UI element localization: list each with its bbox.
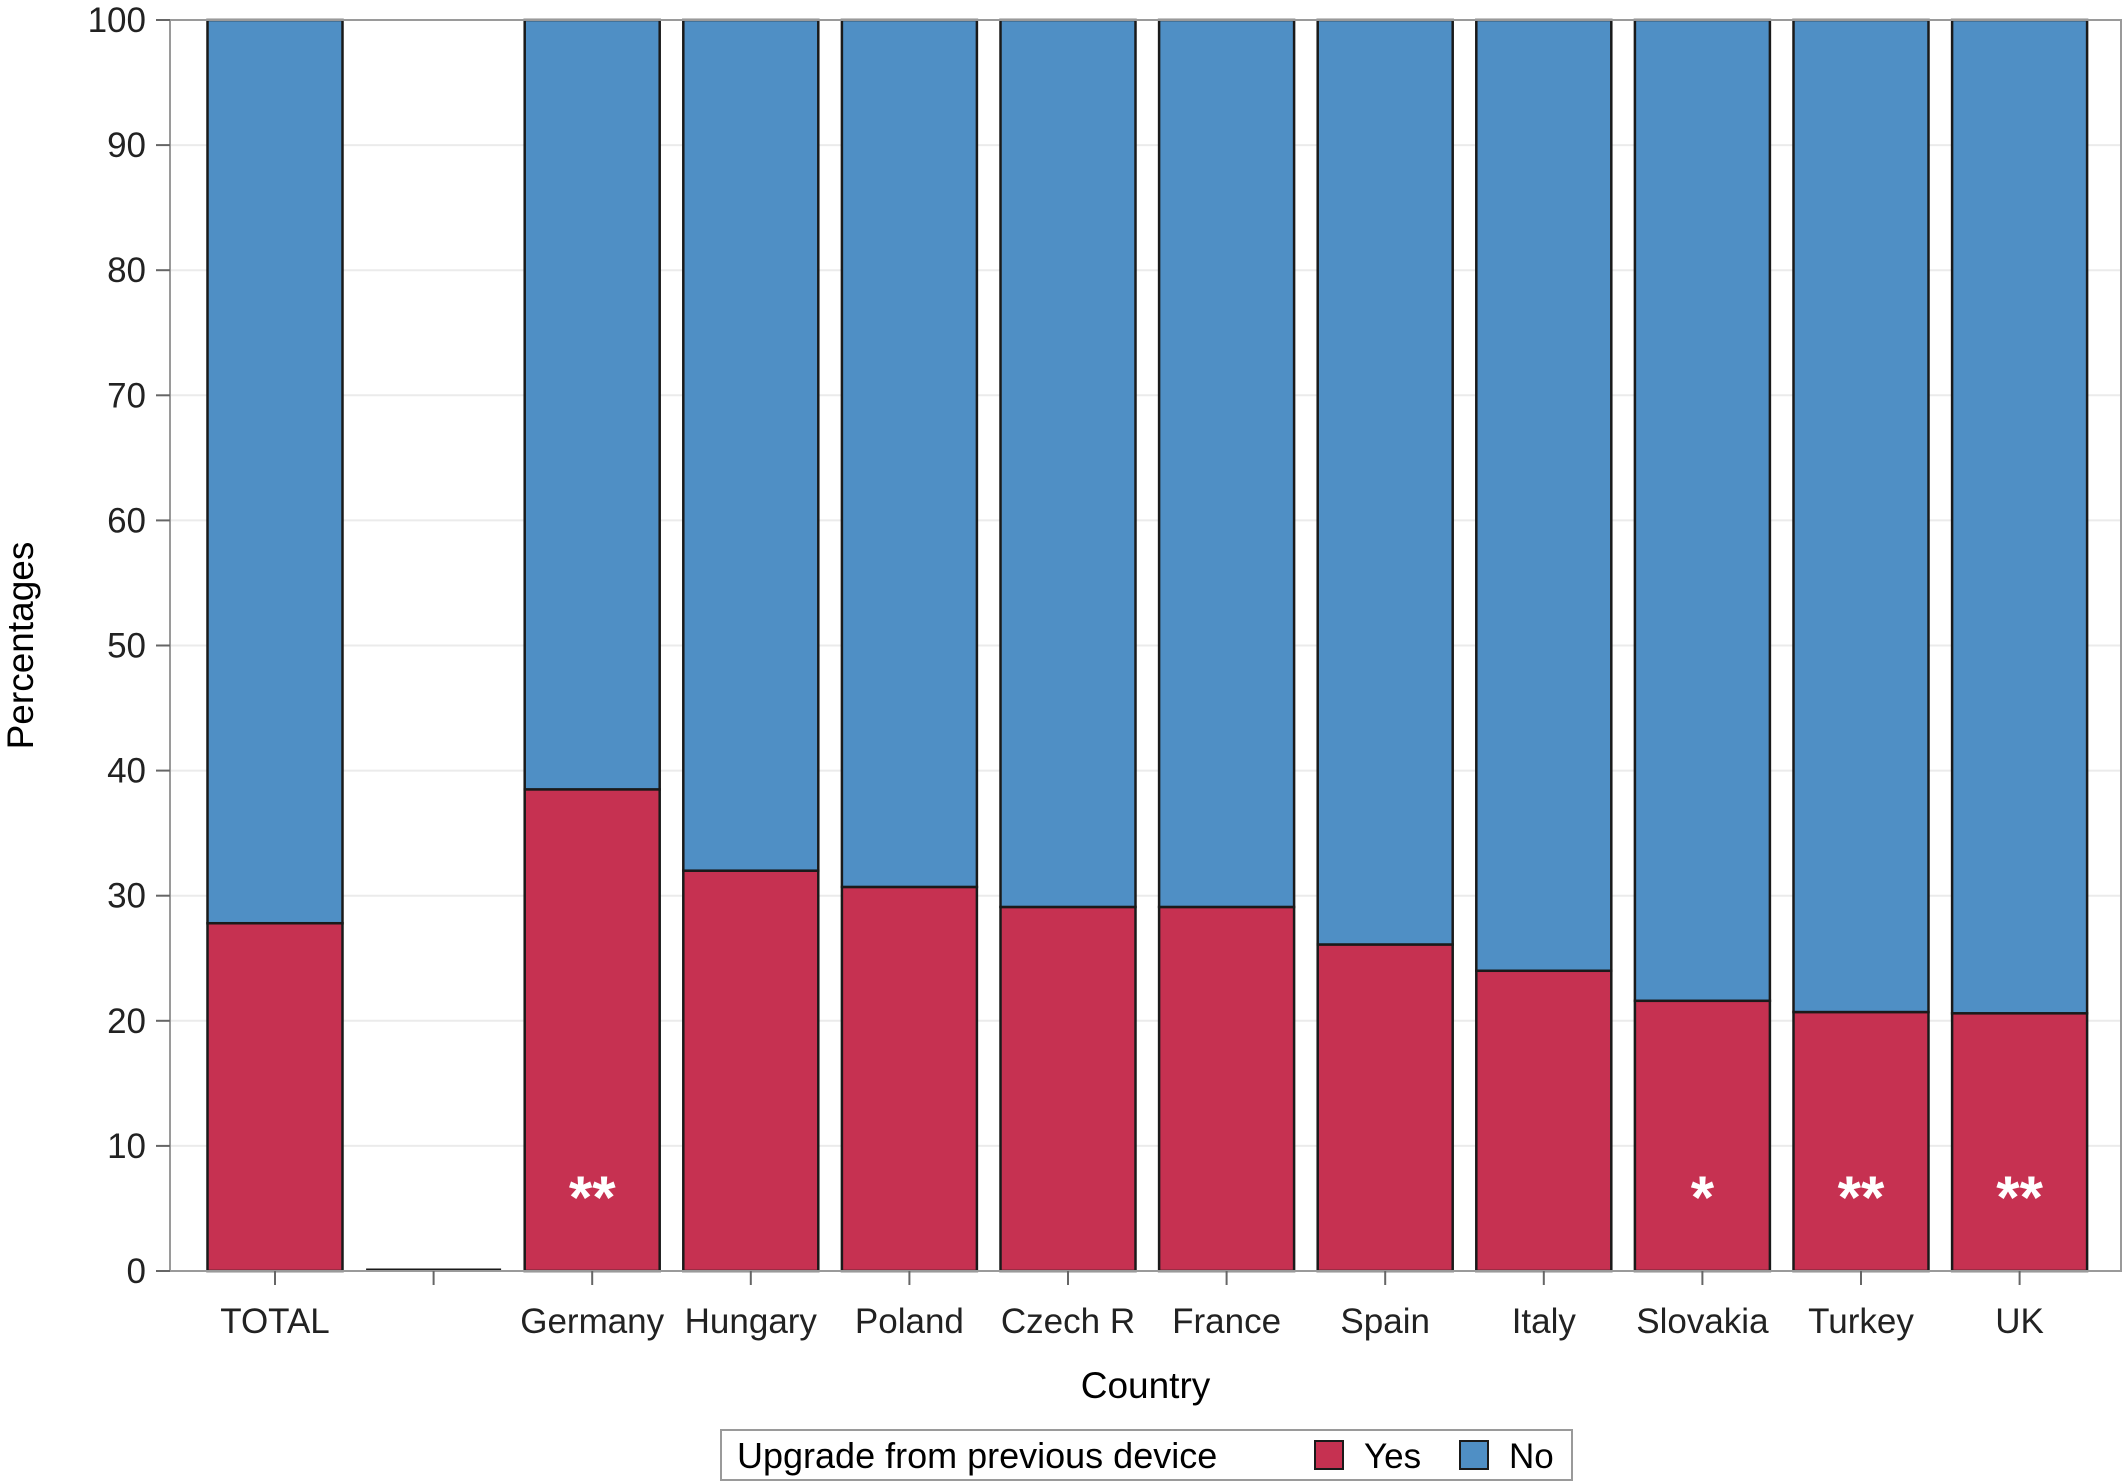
legend-title: Upgrade from previous device [737, 1435, 1217, 1476]
significance-marker: ** [569, 1164, 616, 1231]
bar-no-turkey [1792, 18, 1930, 1014]
bar-yes-spain [1316, 943, 1454, 1273]
y-axis: 0 10 20 30 40 50 60 70 80 90 100 [88, 1, 170, 1291]
bar-yes-france [1157, 905, 1296, 1273]
x-tick-label: Poland [855, 1302, 964, 1341]
x-tick-label: Czech R [1001, 1302, 1135, 1341]
legend-swatch-yes [1314, 1440, 1344, 1470]
x-tick-label: Italy [1512, 1302, 1577, 1341]
legend-box [720, 1429, 1573, 1481]
bar-no-uk [1950, 18, 2089, 1015]
bar-no-italy [1475, 18, 1613, 973]
y-tick-label: 60 [107, 501, 146, 540]
bar-yes-czech-r [999, 905, 1137, 1273]
y-tick-label: 100 [88, 1, 146, 40]
y-tick-label: 70 [107, 376, 146, 415]
y-tick-label: 50 [107, 627, 146, 666]
significance-annotations: ** * ** ** [569, 1164, 2044, 1231]
bar-no-hungary [682, 18, 820, 872]
y-tick-label: 0 [127, 1252, 146, 1291]
x-tick-label: Hungary [685, 1302, 818, 1341]
x-tick-label: Slovakia [1636, 1302, 1769, 1341]
legend: Upgrade from previous device Yes No [720, 1429, 1573, 1481]
significance-marker: * [1691, 1164, 1715, 1231]
y-axis-title: Percentages [0, 542, 41, 750]
bar-no-germany [523, 18, 661, 791]
bar-no-slovakia [1633, 18, 1772, 1003]
x-tick-label: France [1172, 1302, 1281, 1341]
x-tick-label: UK [1995, 1302, 2044, 1341]
bar-no-czech-r [999, 18, 1137, 909]
bar-yes-hungary [682, 869, 820, 1273]
bars [206, 18, 2089, 1273]
y-tick-label: 20 [107, 1002, 146, 1041]
x-tick-label: Turkey [1808, 1302, 1914, 1341]
x-tick-label: TOTAL [220, 1302, 330, 1341]
bar-no-france [1157, 18, 1296, 909]
significance-marker: ** [1996, 1164, 2043, 1231]
y-tick-label: 90 [107, 126, 146, 165]
x-tick-label: Germany [520, 1302, 664, 1341]
legend-label-yes: Yes [1364, 1437, 1421, 1476]
legend-swatch-no [1459, 1440, 1489, 1470]
bar-yes-italy [1475, 969, 1613, 1273]
legend-label-no: No [1509, 1437, 1554, 1476]
bar-yes-poland [840, 885, 979, 1273]
gridlines [170, 144, 2121, 1147]
y-tick-label: 30 [107, 877, 146, 916]
y-tick-label: 40 [107, 752, 146, 791]
bar-yes-turkey [1792, 1010, 1930, 1273]
y-tick-label: 80 [107, 251, 146, 290]
x-axis: TOTAL Germany Hungary Poland Czech R France Sp… [220, 1271, 2044, 1341]
significance-marker: ** [1838, 1164, 1885, 1231]
x-tick-label: Spain [1340, 1302, 1430, 1341]
bar-no-spain [1316, 18, 1454, 946]
y-tick-label: 10 [107, 1127, 146, 1166]
bar-no-total [206, 18, 344, 925]
x-axis-title: Country [1081, 1365, 1211, 1406]
bar-yes-uk [1950, 1012, 2089, 1273]
bar-yes-total [206, 921, 344, 1273]
bar-no-poland [840, 18, 979, 889]
